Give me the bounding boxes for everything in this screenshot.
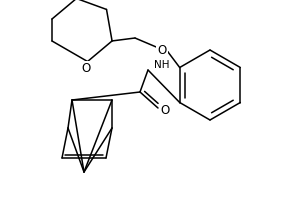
Text: O: O — [160, 104, 169, 116]
Text: O: O — [158, 44, 166, 56]
Text: O: O — [81, 62, 90, 75]
Text: NH: NH — [154, 60, 170, 70]
